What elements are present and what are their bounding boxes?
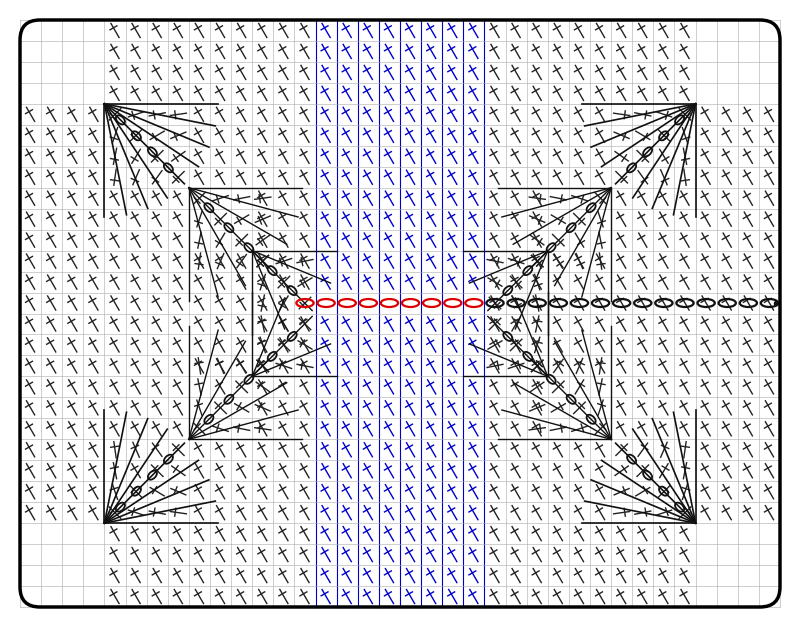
FancyBboxPatch shape	[20, 20, 780, 607]
